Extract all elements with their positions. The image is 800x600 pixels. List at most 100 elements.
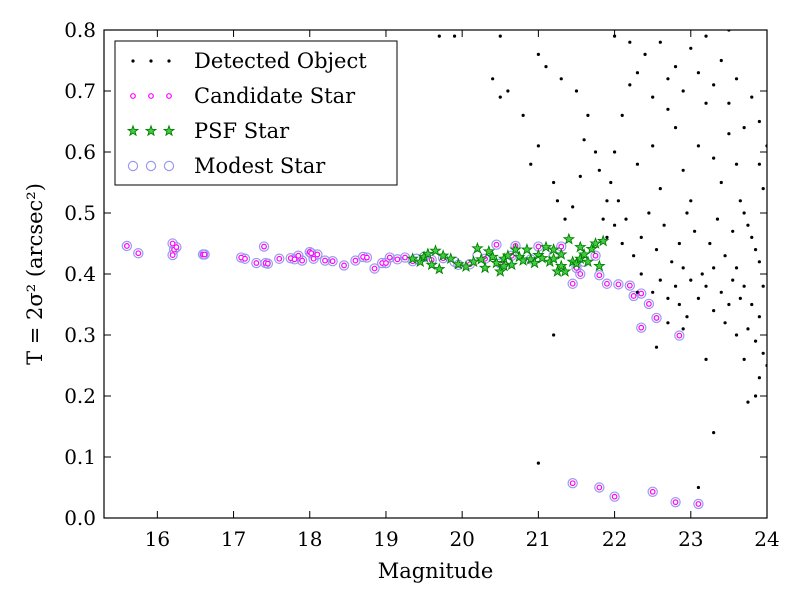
detected-object-point [571, 205, 574, 208]
detected-object-point [735, 266, 738, 269]
detected-object-point [754, 340, 757, 343]
detected-object-point [670, 260, 673, 263]
detected-object-point [666, 321, 669, 324]
detected-object-point [666, 297, 669, 300]
detected-object-point [750, 303, 753, 306]
detected-object-point [754, 248, 757, 251]
y-tick-label: 0.8 [64, 18, 96, 42]
candidate-star-point [570, 481, 575, 486]
x-tick-label: 24 [754, 527, 779, 551]
detected-object-point [746, 327, 749, 330]
detected-object-point [716, 218, 719, 221]
candidate-star-point [650, 489, 655, 494]
detected-object-point [735, 77, 738, 80]
detected-object-point [678, 242, 681, 245]
candidate-star-point [387, 255, 392, 260]
detected-object-point [617, 199, 620, 202]
detected-object-point [552, 181, 555, 184]
detected-object-point [758, 315, 761, 318]
detected-object-point [575, 89, 578, 92]
candidate-star-point [311, 256, 316, 261]
y-tick-label: 0.3 [64, 323, 96, 347]
detected-object-point [704, 358, 707, 361]
legend-marker-candidate-star [149, 94, 154, 99]
detected-object-point [655, 248, 658, 251]
candidate-star-point [395, 257, 400, 262]
candidate-star-point [309, 251, 314, 256]
detected-object-point [697, 486, 700, 489]
legend-label-modest-star: Modest Star [194, 154, 326, 178]
detected-object-point [743, 211, 746, 214]
detected-object-point [685, 315, 688, 318]
detected-object-point [666, 108, 669, 111]
candidate-star-point [639, 291, 644, 296]
detected-object-point [624, 218, 627, 221]
detected-object-point [697, 71, 700, 74]
detected-object-point [682, 327, 685, 330]
detected-object-point [739, 199, 742, 202]
detected-object-point [647, 211, 650, 214]
detected-object-point [605, 199, 608, 202]
detected-object-point [750, 96, 753, 99]
legend: Detected ObjectCandidate StarPSF StarMod… [115, 41, 397, 185]
candidate-star-point [631, 294, 636, 299]
x-tick-label: 17 [221, 527, 246, 551]
detected-object-point [594, 150, 597, 153]
detected-object-point [689, 199, 692, 202]
detected-object-point [693, 230, 696, 233]
candidate-star-point [342, 263, 347, 268]
legend-label-detected-object: Detected Object [194, 49, 367, 73]
candidate-star-point [125, 244, 130, 249]
candidate-star-point [243, 256, 248, 261]
candidate-star-point [262, 244, 267, 249]
y-tick-label: 0.5 [64, 201, 96, 225]
detected-object-point [720, 59, 723, 62]
detected-object-point [659, 279, 662, 282]
y-tick-label: 0.2 [64, 384, 96, 408]
detected-object-point [643, 53, 646, 56]
detected-object-point [613, 224, 616, 227]
detected-object-point [682, 89, 685, 92]
legend-marker-detected-object [149, 59, 152, 62]
candidate-star-point [315, 252, 320, 257]
candidate-star-point [403, 255, 408, 260]
candidate-star-point [300, 258, 305, 263]
detected-object-point [674, 126, 677, 129]
detected-object-point [609, 181, 612, 184]
detected-object-point [583, 138, 586, 141]
detected-object-point [438, 35, 441, 38]
candidate-star-point [174, 245, 179, 250]
detected-object-point [697, 297, 700, 300]
candidate-star-point [578, 272, 583, 277]
detected-object-point [689, 279, 692, 282]
detected-object-point [579, 175, 582, 178]
y-tick-label: 0.4 [64, 262, 96, 286]
candidate-star-point [673, 500, 678, 505]
detected-object-point [685, 211, 688, 214]
y-tick-label: 0.6 [64, 140, 96, 164]
candidate-star-point [494, 242, 499, 247]
candidate-star-point [597, 485, 602, 490]
detected-object-point [758, 260, 761, 263]
detected-object-point [651, 96, 654, 99]
detected-object-point [552, 333, 555, 336]
detected-object-point [682, 266, 685, 269]
detected-object-point [735, 333, 738, 336]
candidate-star-point [323, 258, 328, 263]
detected-object-point [712, 431, 715, 434]
detected-object-point [632, 254, 635, 257]
candidate-star-point [570, 281, 575, 286]
detected-object-point [666, 77, 669, 80]
detected-object-point [602, 218, 605, 221]
legend-label-psf-star: PSF Star [194, 119, 290, 143]
detected-object-point [636, 71, 639, 74]
candidate-star-point [296, 253, 301, 258]
x-tick-label: 16 [145, 527, 170, 551]
y-tick-label: 0.1 [64, 445, 96, 469]
candidate-star-point [292, 257, 297, 262]
detected-object-point [762, 285, 765, 288]
candidate-star-point [597, 273, 602, 278]
y-axis-label: T = 2σ² (arcsec²) [23, 183, 47, 365]
x-tick-label: 22 [602, 527, 627, 551]
candidate-star-point [170, 241, 175, 246]
